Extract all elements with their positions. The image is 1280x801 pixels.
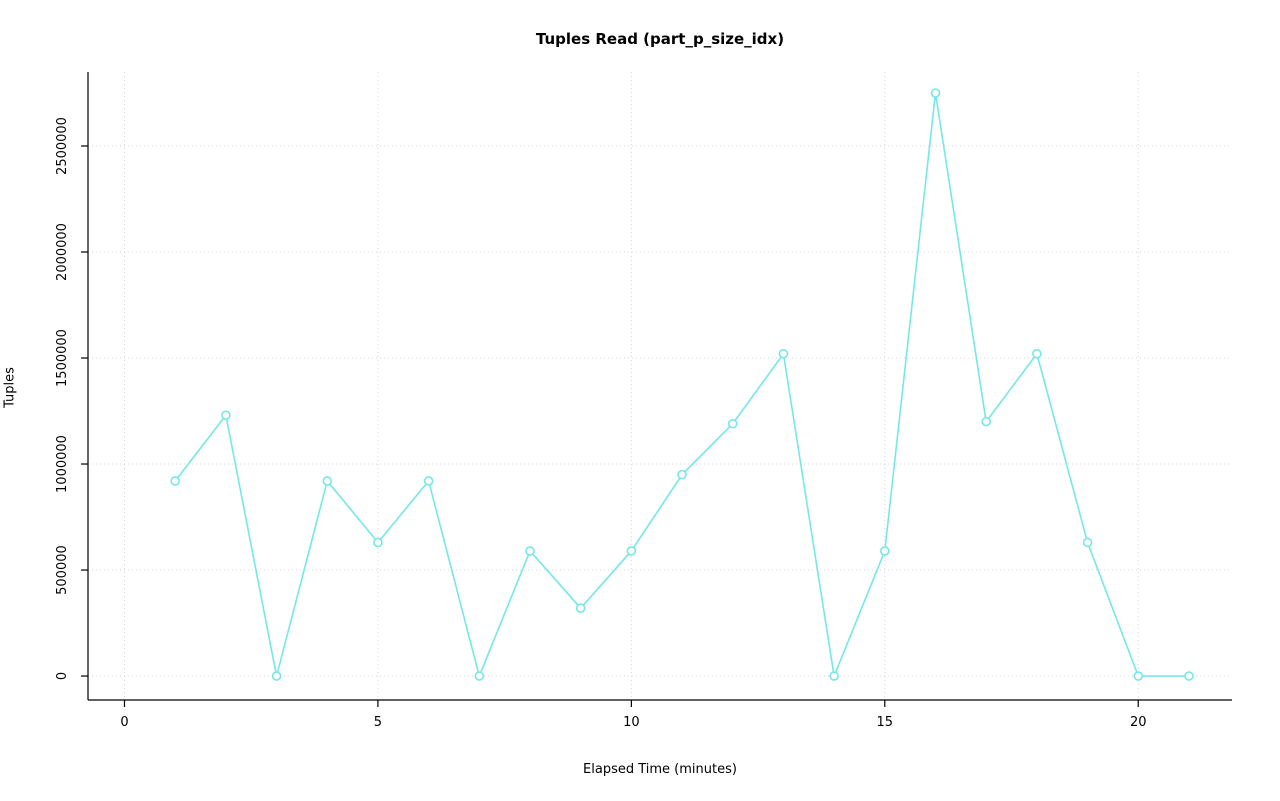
x-axis-label: Elapsed Time (minutes) bbox=[583, 762, 737, 777]
data-point bbox=[829, 671, 839, 681]
x-tick-label: 10 bbox=[623, 715, 640, 730]
data-point bbox=[727, 418, 738, 429]
data-point bbox=[322, 476, 333, 486]
data-point bbox=[474, 671, 485, 681]
x-tick-label: 0 bbox=[120, 715, 128, 730]
data-point bbox=[170, 476, 180, 486]
data-point bbox=[525, 546, 535, 556]
data-point bbox=[1133, 671, 1144, 681]
data-point bbox=[981, 416, 991, 427]
data-point bbox=[930, 88, 941, 98]
y-tick-label: 2000000 bbox=[55, 223, 70, 281]
data-point bbox=[626, 546, 637, 556]
data-point bbox=[1032, 348, 1042, 359]
x-tick-label: 20 bbox=[1130, 715, 1147, 730]
y-tick-label: 1500000 bbox=[55, 329, 70, 387]
data-point bbox=[1184, 671, 1194, 681]
data-point bbox=[1082, 537, 1093, 548]
y-tick-label: 1000000 bbox=[55, 435, 70, 493]
y-tick-label: 0 bbox=[55, 672, 70, 680]
x-tick-label: 15 bbox=[877, 715, 894, 730]
data-point bbox=[879, 546, 890, 556]
data-point bbox=[271, 671, 282, 681]
data-point bbox=[221, 410, 231, 421]
y-tick-label: 500000 bbox=[55, 545, 70, 595]
y-tick-label: 2500000 bbox=[55, 117, 70, 175]
data-point bbox=[423, 476, 434, 486]
data-point bbox=[575, 603, 586, 613]
data-point bbox=[677, 469, 687, 480]
data-point bbox=[778, 348, 789, 359]
chart-title: Tuples Read (part_p_size_idx) bbox=[535, 30, 785, 48]
data-line bbox=[174, 92, 1190, 677]
x-tick-label: 5 bbox=[374, 715, 382, 730]
data-point bbox=[373, 537, 383, 548]
